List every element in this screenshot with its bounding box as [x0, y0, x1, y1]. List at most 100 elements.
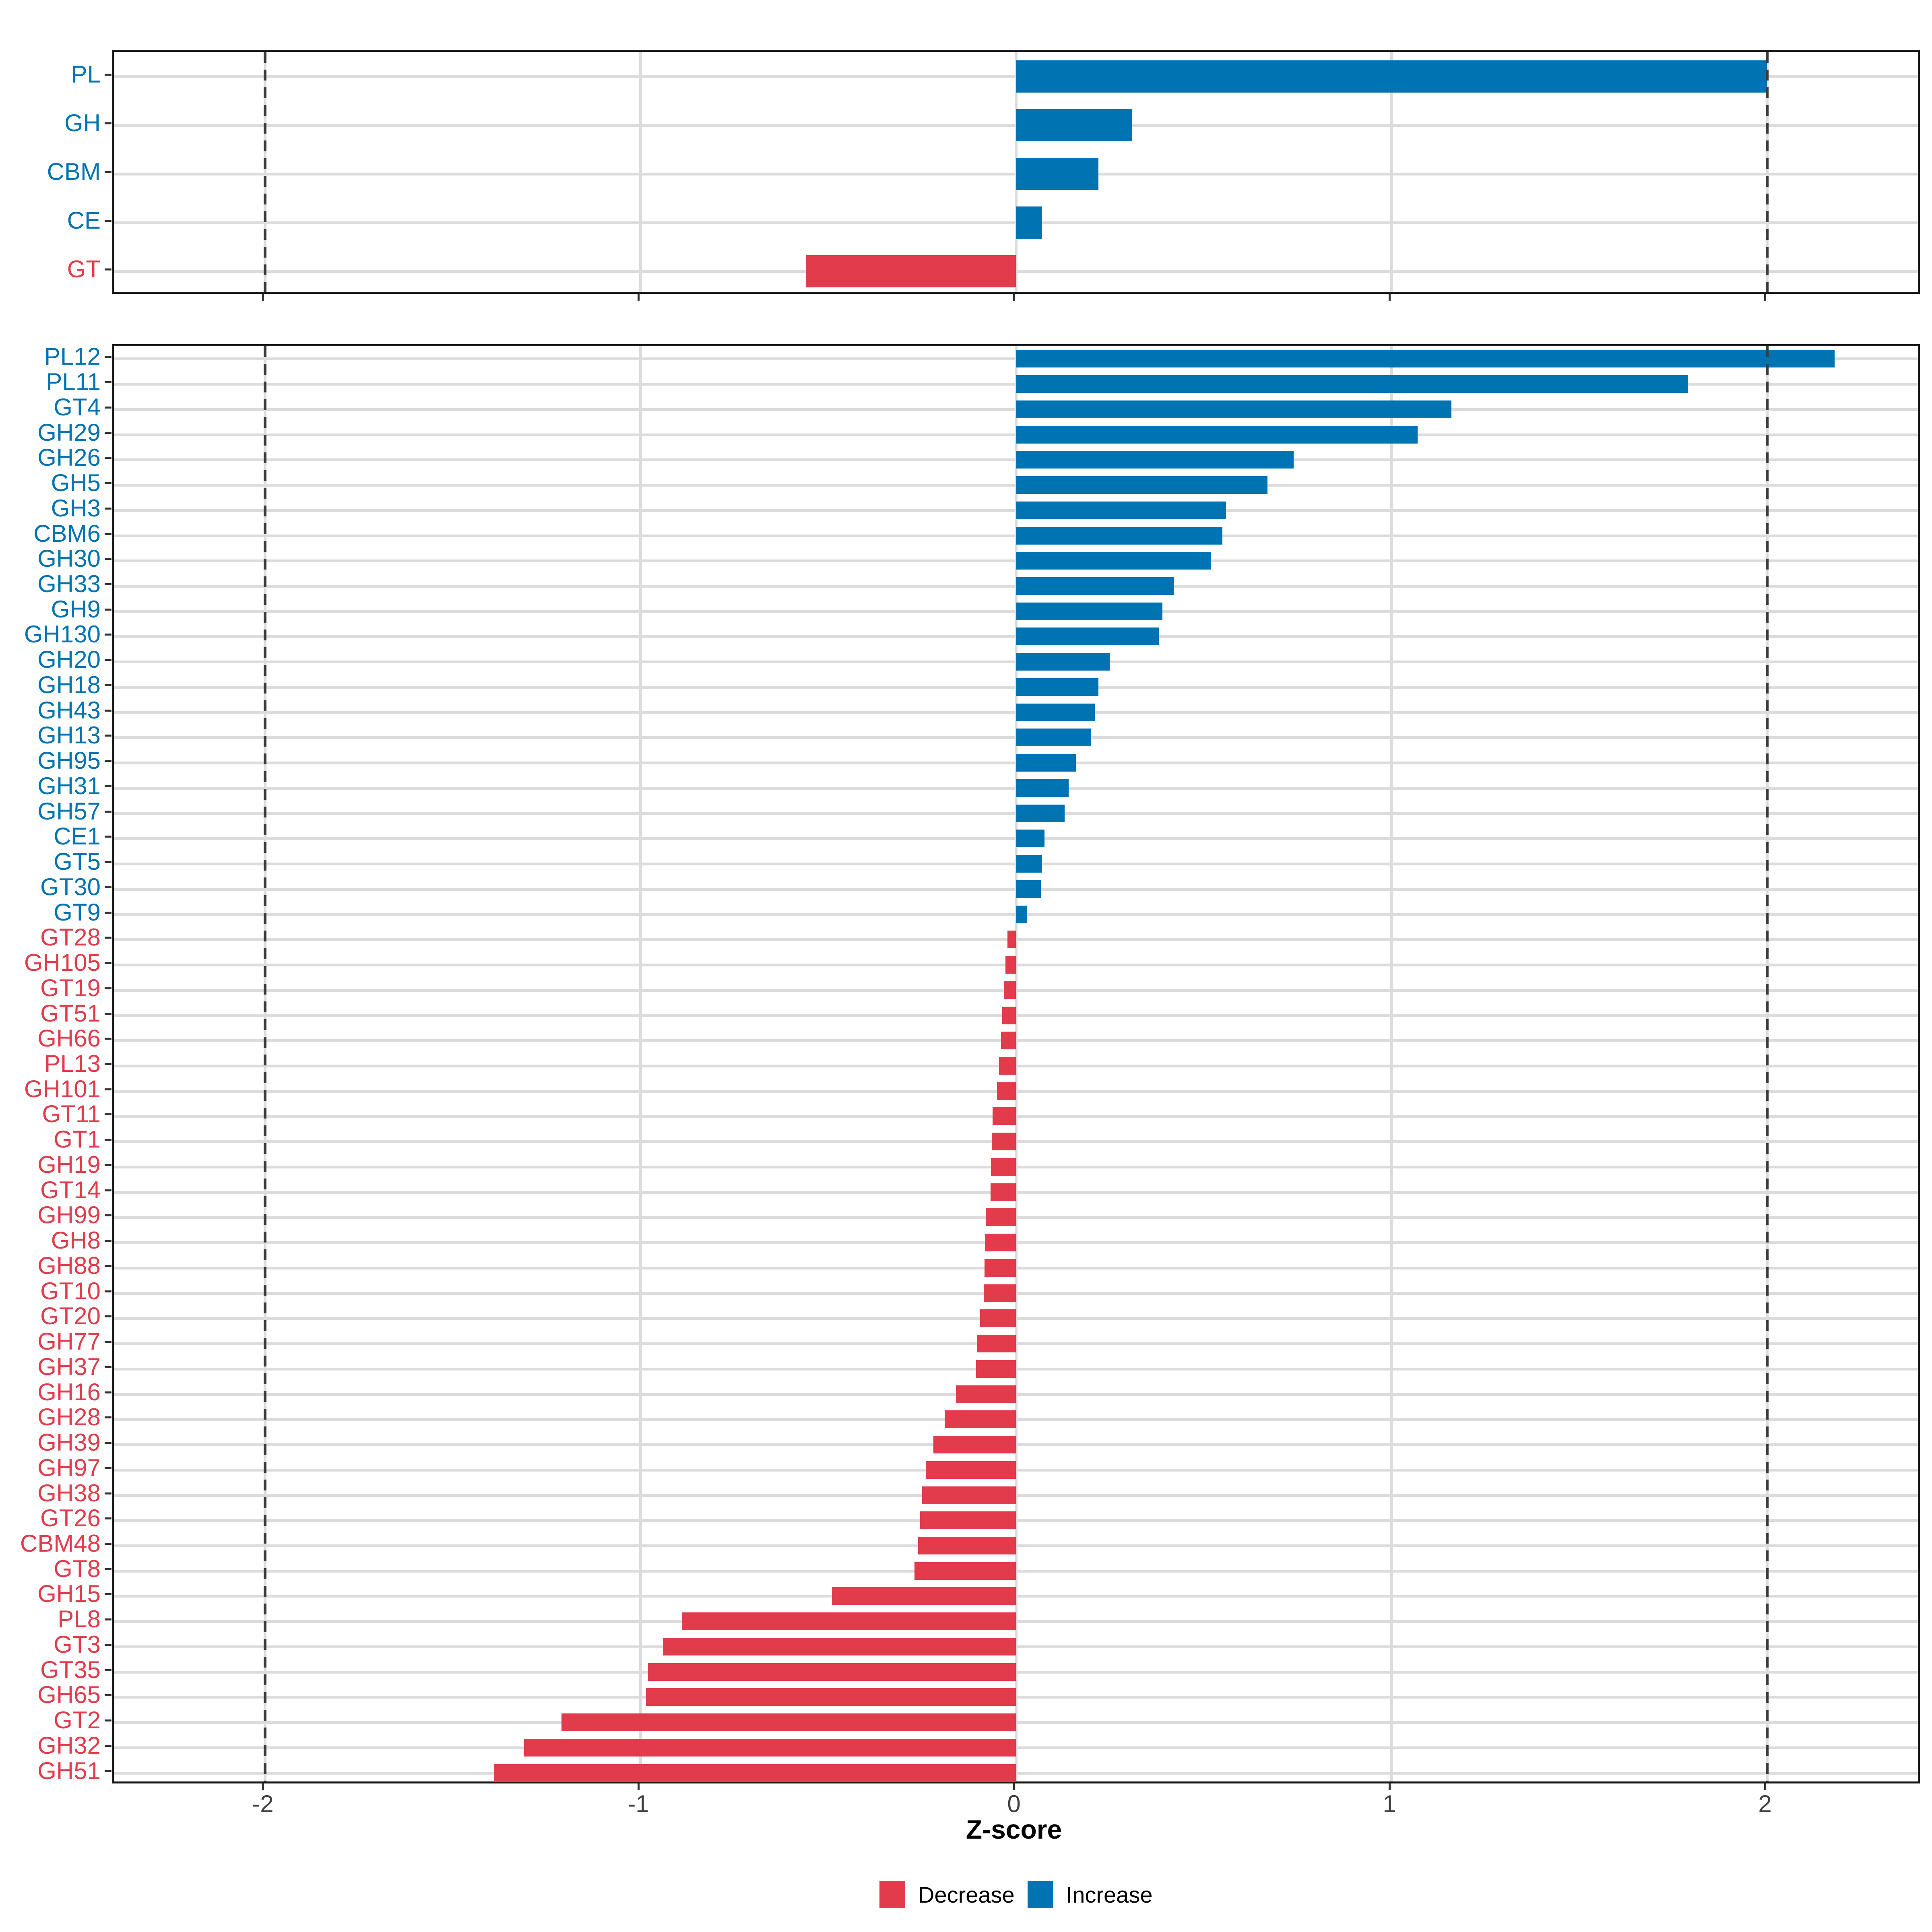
y-gridline	[114, 1468, 1918, 1472]
bottom-panel	[112, 344, 1920, 1783]
bar-GT30	[1016, 880, 1041, 898]
x-tick	[1389, 1783, 1391, 1790]
y-tick	[105, 1416, 111, 1419]
bar-CBM6	[1016, 526, 1223, 545]
y-tick	[105, 1643, 111, 1646]
y-gridline	[114, 1494, 1918, 1497]
y-gridline	[114, 1569, 1918, 1573]
bar-GH88	[984, 1259, 1016, 1277]
y-tick	[105, 1391, 111, 1393]
y-label-GH16: GH16	[37, 1378, 101, 1406]
y-label-GH37: GH37	[37, 1353, 101, 1380]
y-gridline	[114, 1595, 1918, 1598]
y-label-GH15: GH15	[37, 1580, 101, 1608]
y-gridline	[114, 1140, 1918, 1144]
y-tick	[105, 785, 111, 787]
y-gridline	[114, 1367, 1918, 1371]
bar-GH16	[956, 1385, 1016, 1403]
y-label-GH30: GH30	[37, 545, 101, 572]
y-label-GH77: GH77	[37, 1328, 101, 1355]
y-gridline	[114, 1519, 1918, 1522]
x-gridline	[639, 346, 642, 1781]
bar-GT19	[1004, 981, 1016, 999]
y-label-GH8: GH8	[51, 1227, 101, 1254]
y-label-GH39: GH39	[37, 1429, 101, 1456]
reference-line-2	[1766, 52, 1769, 292]
y-tick	[105, 684, 111, 686]
x-gridline	[1015, 346, 1018, 1781]
y-gridline	[114, 989, 1918, 992]
y-label-GT5: GT5	[54, 848, 101, 875]
x-tick	[262, 294, 264, 301]
y-label-GH66: GH66	[37, 1025, 101, 1052]
y-label-GH95: GH95	[37, 747, 101, 774]
bar-GH37	[976, 1360, 1016, 1378]
y-tick	[105, 1113, 111, 1116]
x-tick	[1764, 294, 1766, 301]
bar-GT10	[983, 1284, 1016, 1302]
y-tick	[105, 1139, 111, 1141]
x-gridline	[639, 52, 642, 292]
y-gridline	[114, 1696, 1918, 1699]
y-label-GH130: GH130	[24, 621, 101, 648]
y-gridline	[114, 1014, 1918, 1017]
y-label-GT20: GT20	[40, 1302, 101, 1330]
bar-GH65	[646, 1688, 1016, 1706]
y-tick	[105, 356, 111, 358]
legend-label-decrease: Decrease	[918, 1882, 1015, 1907]
legend-label-increase: Increase	[1066, 1882, 1153, 1907]
y-gridline	[114, 1039, 1918, 1042]
y-label-GT1: GT1	[54, 1126, 101, 1153]
bar-GT8	[914, 1562, 1016, 1580]
y-gridline	[114, 1216, 1918, 1219]
bar-GH15	[832, 1587, 1016, 1605]
y-tick	[105, 1088, 111, 1090]
y-gridline	[114, 1065, 1918, 1067]
y-label-GH29: GH29	[37, 419, 101, 446]
legend: Decrease Increase	[879, 1880, 1152, 1909]
bar-GH97	[926, 1461, 1016, 1479]
bar-PL13	[999, 1057, 1016, 1075]
bar-GT35	[648, 1663, 1016, 1681]
y-tick	[105, 406, 111, 409]
bar-GT26	[920, 1511, 1016, 1530]
y-gridline	[114, 1165, 1918, 1168]
y-gridline	[114, 1544, 1918, 1547]
x-tick-label-1: 1	[1383, 1790, 1396, 1817]
y-tick	[105, 1366, 111, 1368]
y-tick	[105, 608, 111, 611]
y-gridline	[114, 1317, 1918, 1320]
y-tick	[105, 659, 111, 661]
y-gridline	[114, 1645, 1918, 1648]
y-tick	[105, 583, 111, 585]
bar-GH18	[1016, 678, 1099, 696]
y-gridline	[114, 964, 1918, 967]
bar-GT51	[1002, 1006, 1016, 1024]
y-gridline	[114, 1771, 1918, 1775]
y-tick	[105, 1669, 111, 1671]
y-tick	[105, 1517, 111, 1520]
y-label-CE1: CE1	[54, 823, 101, 850]
y-label-GH51: GH51	[37, 1757, 101, 1784]
y-tick	[105, 937, 111, 939]
y-tick	[105, 1719, 111, 1722]
y-tick	[105, 810, 111, 813]
y-label-GH43: GH43	[37, 696, 101, 724]
x-axis-title: Z-score	[966, 1814, 1062, 1844]
bar-GH13	[1016, 729, 1091, 747]
y-label-PL: PL	[71, 60, 101, 88]
y-tick	[105, 1618, 111, 1621]
y-label-GH32: GH32	[37, 1732, 101, 1759]
y-tick	[105, 1341, 111, 1343]
y-label-GT26: GT26	[40, 1505, 101, 1532]
bar-GT3	[663, 1637, 1016, 1655]
bar-GT5	[1016, 855, 1042, 873]
bar-GH130	[1016, 627, 1159, 646]
bar-GH20	[1016, 653, 1110, 671]
y-tick	[105, 171, 111, 173]
y-tick	[105, 1467, 111, 1469]
y-tick	[105, 507, 111, 510]
bar-GH29	[1016, 425, 1418, 444]
y-gridline	[114, 1746, 1918, 1749]
bar-GT28	[1007, 931, 1016, 949]
